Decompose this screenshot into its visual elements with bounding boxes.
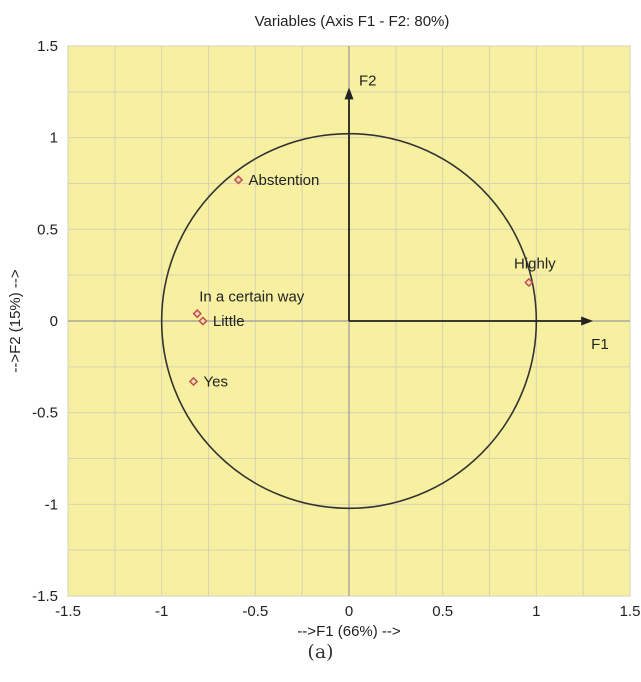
y-tick-labels: -1.5 -1 -0.5 0 0.5 1 1.5 — [32, 38, 58, 605]
x-tick-label: 1 — [532, 603, 540, 620]
data-point — [198, 316, 208, 326]
x-tick-label: -1.5 — [55, 603, 81, 620]
point-label: Highly — [514, 256, 556, 273]
x-axis-label: -->F1 (66%) --> — [297, 623, 401, 640]
y-axis-label: -->F2 (15%) --> — [7, 269, 24, 373]
point-label: Abstention — [248, 172, 319, 189]
x-tick-label: 1.5 — [620, 603, 641, 620]
y-tick-label: -1 — [45, 496, 58, 513]
y-tick-label: 0.5 — [37, 221, 58, 238]
figure-caption: (a) — [307, 641, 334, 663]
arrow-head-f1 — [581, 316, 594, 326]
chart: Variables (Axis F1 - F2: 80%) -1.5 -1 -0.5… — [7, 13, 640, 640]
y-tick-label: -1.5 — [32, 588, 58, 605]
axis-arrow-label: F1 — [591, 336, 609, 353]
x-tick-label: 0.5 — [432, 603, 453, 620]
data-point — [192, 309, 202, 319]
axis-arrows: F1 F2 — [344, 72, 609, 353]
point-label: In a certain way — [199, 289, 305, 306]
chart-title: Variables (Axis F1 - F2: 80%) — [255, 13, 450, 30]
data-point — [188, 376, 199, 387]
x-tick-label: -1 — [155, 603, 168, 620]
y-tick-label: 0 — [50, 313, 58, 330]
point-label: Little — [213, 313, 245, 330]
arrow-head-f2 — [344, 87, 354, 100]
x-tick-labels: -1.5 -1 -0.5 0 0.5 1 1.5 — [55, 603, 640, 620]
data-point — [524, 277, 534, 288]
data-point — [233, 175, 244, 185]
y-tick-label: 1.5 — [37, 38, 58, 55]
x-tick-label: -0.5 — [242, 603, 268, 620]
axis-arrow-label: F2 — [359, 72, 377, 89]
y-tick-label: -0.5 — [32, 405, 58, 422]
y-tick-label: 1 — [50, 130, 58, 147]
point-label: Yes — [204, 374, 228, 391]
data-points: Abstention Highly In a certain way Little Ye… — [188, 172, 556, 391]
x-tick-label: 0 — [345, 603, 353, 620]
